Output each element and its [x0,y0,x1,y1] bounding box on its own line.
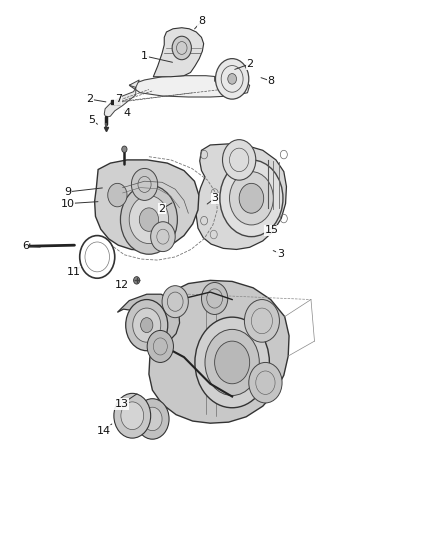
Circle shape [215,341,250,384]
Text: 2: 2 [159,204,166,214]
Polygon shape [104,80,139,117]
Polygon shape [149,280,289,423]
Text: 8: 8 [198,17,205,26]
Polygon shape [117,294,180,344]
Circle shape [114,393,151,438]
Polygon shape [129,76,250,97]
Circle shape [143,407,162,431]
Text: 9: 9 [64,187,71,197]
Circle shape [223,140,256,180]
Circle shape [239,183,264,213]
Circle shape [205,329,259,395]
Circle shape [141,318,153,333]
Circle shape [134,277,140,284]
Circle shape [215,59,249,99]
Circle shape [136,399,169,439]
Text: 7: 7 [115,94,122,104]
Circle shape [244,300,279,342]
Text: 10: 10 [61,199,75,208]
Text: 13: 13 [115,399,129,409]
Circle shape [195,317,269,408]
Circle shape [122,146,127,152]
Text: 15: 15 [265,225,279,235]
Circle shape [120,185,177,254]
Circle shape [220,160,283,237]
Text: 1: 1 [141,51,148,61]
Polygon shape [196,144,286,249]
Text: 3: 3 [211,193,218,203]
Circle shape [133,308,161,342]
Text: 6: 6 [22,241,29,251]
Circle shape [139,208,159,231]
Circle shape [108,183,127,207]
Circle shape [129,196,169,244]
Circle shape [121,402,144,430]
Circle shape [151,222,175,252]
Text: 8: 8 [267,76,274,86]
Text: 2: 2 [86,94,93,104]
Circle shape [201,282,228,314]
Text: 2: 2 [246,59,253,69]
Circle shape [249,362,282,403]
Circle shape [228,74,237,84]
Polygon shape [95,160,199,251]
Text: 14: 14 [97,426,111,435]
Circle shape [126,300,168,351]
Polygon shape [153,28,204,77]
Text: 12: 12 [115,280,129,289]
Text: 11: 11 [67,267,81,277]
Circle shape [172,36,191,60]
Text: 5: 5 [88,116,95,125]
Circle shape [131,168,158,200]
Circle shape [162,286,188,318]
Circle shape [230,172,273,225]
Text: 3: 3 [277,249,284,259]
Text: 4: 4 [124,108,131,118]
Polygon shape [215,70,247,86]
Circle shape [147,330,173,362]
